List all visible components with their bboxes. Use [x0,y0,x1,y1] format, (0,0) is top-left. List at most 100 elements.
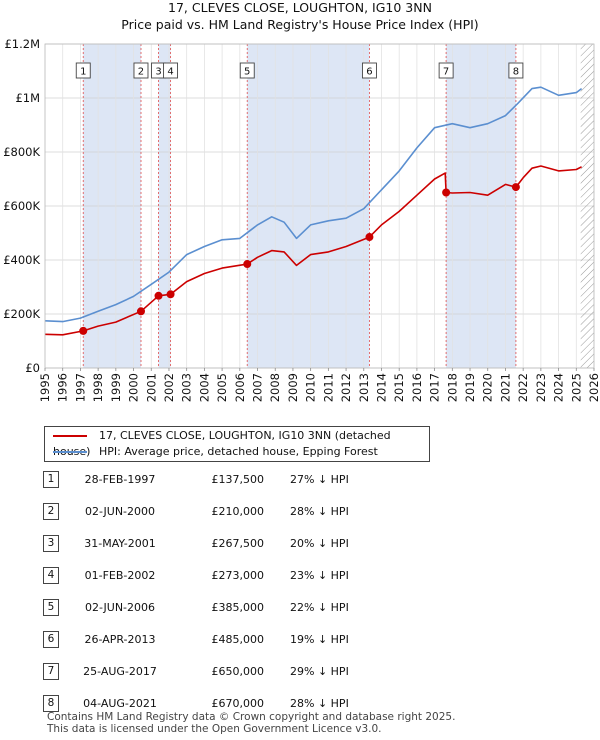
chart-title: 17, CLEVES CLOSE, LOUGHTON, IG10 3NN [168,0,432,15]
sale-point [136,307,145,316]
y-tick-label: £400K [3,253,40,267]
sale-point [511,183,520,192]
sale-number-label: 8 [513,67,519,78]
x-tick-label: 2025 [569,373,583,402]
transaction-number: 3 [43,535,59,552]
transaction-date: 28-FEB-1997 [84,473,156,486]
transaction-date: 31-MAY-2001 [84,537,156,550]
sale-number-box [508,62,524,79]
x-tick-label: 2026 [587,373,600,402]
transaction-price: £385,000 [211,601,265,614]
transaction-hpi: 19% ↓ HPI [290,633,349,646]
table-row: 2 02-JUN-2000 £210,000 28% ↓ HPI [0,497,600,527]
y-tick-label: £0 [25,361,40,375]
x-tick-label: 2010 [304,373,318,402]
x-tick-label: 1998 [91,373,105,402]
transaction-number: 7 [43,663,59,680]
transaction-price: £267,500 [211,537,265,550]
x-tick-label: 2020 [481,373,495,402]
footer-copyright: Contains HM Land Registry data © Crown c… [47,711,456,723]
legend-hpi-label: HPI: Average price, detached house, Eppi… [99,445,378,458]
x-tick-label: 2021 [498,373,512,402]
transaction-hpi: 28% ↓ HPI [290,505,349,518]
sale-point [154,291,163,300]
transaction-price: £670,000 [211,697,265,710]
transaction-number: 5 [43,599,59,616]
y-tick-label: £1.2M [4,37,40,51]
transaction-price: £137,500 [211,473,265,486]
transaction-date: 04-AUG-2021 [83,697,157,710]
transaction-date: 25-AUG-2017 [83,665,157,678]
transaction-hpi: 27% ↓ HPI [290,473,349,486]
forecast-hatch [580,44,594,368]
y-tick-label: £600K [3,199,40,213]
transaction-price: £273,000 [211,569,265,582]
x-tick-label: 2004 [197,373,211,402]
x-tick-label: 1996 [56,373,70,402]
x-tick-label: 2001 [144,373,158,402]
table-row: 7 25-AUG-2017 £650,000 29% ↓ HPI [0,657,600,687]
sale-number-box [75,62,91,79]
sale-point [166,290,175,299]
y-tick-label: £200K [3,307,40,321]
table-row: 6 26-APR-2013 £485,000 19% ↓ HPI [0,625,600,655]
x-tick-label: 2023 [534,373,548,402]
x-tick-label: 2016 [410,373,424,402]
transaction-hpi: 28% ↓ HPI [290,697,349,710]
x-tick-label: 2024 [552,373,566,402]
sale-number-label: 6 [366,67,372,78]
footer: Contains HM Land Registry data © Crown c… [47,711,455,735]
sale-number-box [133,62,149,79]
sale-point [365,233,374,242]
transaction-price: £650,000 [211,665,265,678]
transaction-hpi: 22% ↓ HPI [290,601,349,614]
x-tick-label: 2017 [428,373,442,402]
sale-number-label: 4 [167,67,173,78]
transaction-price: £210,000 [211,505,265,518]
x-tick-label: 2011 [321,373,335,402]
transaction-date: 26-APR-2013 [84,633,156,646]
transaction-date: 02-JUN-2000 [84,505,156,518]
table-row: 5 02-JUN-2006 £385,000 22% ↓ HPI [0,593,600,623]
sale-point [243,260,252,269]
transaction-price: £485,000 [211,633,265,646]
sale-number-box [361,62,377,79]
x-tick-label: 2003 [180,373,194,402]
transaction-number: 8 [43,695,59,712]
x-tick-label: 1997 [73,373,87,402]
x-tick-label: 2006 [233,373,247,402]
legend: 17, CLEVES CLOSE, LOUGHTON, IG10 3NN (de… [44,426,430,462]
x-tick-label: 2000 [127,373,141,402]
transaction-number: 4 [43,567,59,584]
transaction-hpi: 29% ↓ HPI [290,665,349,678]
sale-number-label: 1 [80,67,86,78]
sale-number-box [239,62,255,79]
sale-number-label: 5 [244,67,250,78]
footer-licence: This data is licensed under the Open Gov… [47,723,382,735]
transaction-hpi: 20% ↓ HPI [290,537,349,550]
x-tick-label: 2018 [445,373,459,402]
sale-number-label: 2 [138,67,144,78]
y-tick-label: £1M [15,91,40,105]
sale-point [79,326,88,335]
x-tick-label: 2019 [463,373,477,402]
x-tick-label: 2014 [374,373,388,402]
x-tick-label: 2013 [357,373,371,402]
chart-subtitle: Price paid vs. HM Land Registry's House … [121,17,479,32]
legend-property-swatch [53,435,87,437]
table-row: 3 31-MAY-2001 £267,500 20% ↓ HPI [0,529,600,559]
legend-hpi-swatch [53,451,87,453]
sale-point [442,188,451,197]
x-tick-label: 1995 [38,373,52,402]
x-tick-label: 2012 [339,373,353,402]
x-tick-label: 2008 [268,373,282,402]
table-row: 4 01-FEB-2002 £273,000 23% ↓ HPI [0,561,600,591]
transaction-number: 1 [43,471,59,488]
transaction-number: 6 [43,631,59,648]
x-tick-label: 2002 [162,373,176,402]
x-tick-label: 2005 [215,373,229,402]
x-tick-label: 1999 [109,373,123,402]
sale-number-label: 7 [443,67,449,78]
x-tick-label: 2015 [392,373,406,402]
